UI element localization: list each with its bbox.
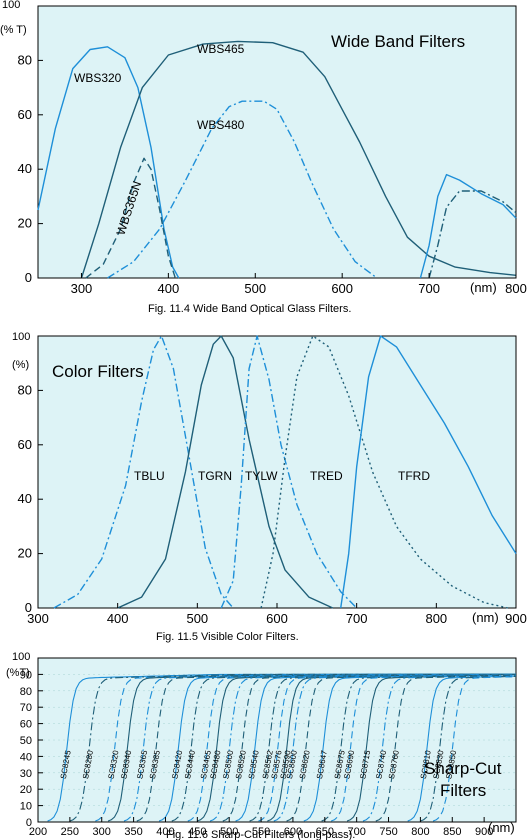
x-tick-label: 750 <box>379 826 397 838</box>
y-tick-label: 30 <box>20 768 32 780</box>
y-tick-label: 70 <box>20 702 32 714</box>
series-line-wbs365n <box>85 157 176 279</box>
series-label-tylw: TYLW <box>245 469 278 483</box>
x-tick-label: 400 <box>156 826 174 838</box>
panel-color: 0 20 40 60 80 300 400 500 600 700 800 900 100 (%) C… <box>12 331 527 643</box>
series-line-tylw <box>220 335 358 609</box>
x-tick-label: 500 <box>244 281 266 296</box>
x-tick-label: 300 <box>27 611 49 626</box>
y-axis-label: (%T) <box>6 667 30 679</box>
x-tick-label: 700 <box>347 826 365 838</box>
y-tick-label: 80 <box>20 686 32 698</box>
y-tick-label: 40 <box>18 161 32 176</box>
x-tick-label: 850 <box>443 826 461 838</box>
x-tick-label: 300 <box>93 826 111 838</box>
chart-caption: Fig. 11.4 Wide Band Optical Glass Filter… <box>148 303 351 315</box>
series-label-wbs465: WBS465 <box>197 42 245 56</box>
series-label-tblu: TBLU <box>134 469 165 483</box>
x-tick-label: 250 <box>61 826 79 838</box>
x-tick-label: 550 <box>252 826 270 838</box>
y-tick-label: 40 <box>20 751 32 763</box>
y-tick-label: 60 <box>18 107 32 122</box>
series-line-wbs480 <box>107 100 378 279</box>
x-tick-label: 900 <box>505 611 527 626</box>
plot-area <box>37 5 517 279</box>
y-tick-label: 0 <box>26 817 32 829</box>
y-tick-label: 40 <box>18 491 32 506</box>
plot-area <box>37 657 517 823</box>
x-tick-label: 500 <box>220 826 238 838</box>
x-tick-label: 200 <box>29 826 47 838</box>
chart-caption: Fig. 11.6 Sharp-Cut Filters (long-pass). <box>166 829 355 840</box>
chart-title: Color Filters <box>52 362 144 381</box>
series-label-tred: TRED <box>310 469 343 483</box>
y-tick-label: 0 <box>25 270 32 285</box>
x-tick-label: 650 <box>316 826 334 838</box>
x-tick-label: 800 <box>411 826 429 838</box>
plot-area <box>37 335 517 609</box>
series-line-sc8850 <box>432 676 517 822</box>
series-line-unnamed-5 <box>428 190 517 279</box>
series-line-tred <box>260 335 509 609</box>
series-label-tfrd: TFRD <box>398 469 430 483</box>
chart-title-line2: Filters <box>440 781 486 800</box>
series-line-wbs465 <box>80 40 517 279</box>
y-tick-label: 60 <box>18 437 32 452</box>
panel-wide-band: 0 20 40 60 80 300 400 500 600 700 800 100 (% T) Wi… <box>0 0 527 315</box>
x-tick-label: 450 <box>188 826 206 838</box>
x-tick-label: 600 <box>284 826 302 838</box>
x-tick-label: 350 <box>124 826 142 838</box>
x-tick-label: 400 <box>158 281 180 296</box>
series-line-wbs320 <box>37 46 180 279</box>
y-tick-label: 90 <box>20 669 32 681</box>
series-label-wbs480: WBS480 <box>197 118 245 132</box>
series-line-tfrd <box>340 335 517 609</box>
x-tick-label: 800 <box>425 611 447 626</box>
x-tick-label: 400 <box>107 611 129 626</box>
y-tick-label: 80 <box>18 52 32 67</box>
y-axis-label: (%) <box>12 359 29 371</box>
y-axis-top-label: 100 <box>2 0 20 11</box>
y-tick-label: 50 <box>20 735 32 747</box>
series-label-wbs320: WBS320 <box>74 71 122 85</box>
series-line-sc8760 <box>375 674 517 822</box>
y-tick-label: 20 <box>18 546 32 561</box>
x-unit-label: (nm) <box>472 610 499 625</box>
y-tick-label: 20 <box>18 216 32 231</box>
y-tick-label: 80 <box>18 382 32 397</box>
x-unit-label: (nm) <box>470 280 497 295</box>
chart-title: Wide Band Filters <box>331 32 465 51</box>
x-tick-label: 600 <box>331 281 353 296</box>
series-line-sc8740 <box>362 674 517 822</box>
series-label-tgrn: TGRN <box>198 469 232 483</box>
x-tick-label: 700 <box>346 611 368 626</box>
x-unit-label: (nm) <box>488 820 515 835</box>
chart-title-line1: Sharp-Cut <box>424 759 502 778</box>
y-tick-label: 60 <box>20 719 32 731</box>
y-axis-top-label: 100 <box>12 331 30 343</box>
series-line-tgrn <box>117 335 334 609</box>
y-axis-top-label: 100 <box>12 651 30 663</box>
y-tick-label: 10 <box>20 801 32 813</box>
x-tick-label: 900 <box>475 826 493 838</box>
y-axis-label: (% T) <box>0 24 27 36</box>
series-line-unnamed-4 <box>419 173 517 279</box>
series-line-tblu <box>53 335 234 609</box>
x-tick-label: 700 <box>418 281 440 296</box>
x-tick-label: 600 <box>266 611 288 626</box>
chart-caption: Fig. 11.5 Visible Color Filters. <box>156 631 299 643</box>
x-tick-label: 500 <box>186 611 208 626</box>
x-tick-label: 300 <box>71 281 93 296</box>
y-tick-label: 0 <box>25 600 32 615</box>
x-tick-label: 800 <box>505 281 527 296</box>
y-tick-label: 20 <box>20 784 32 796</box>
